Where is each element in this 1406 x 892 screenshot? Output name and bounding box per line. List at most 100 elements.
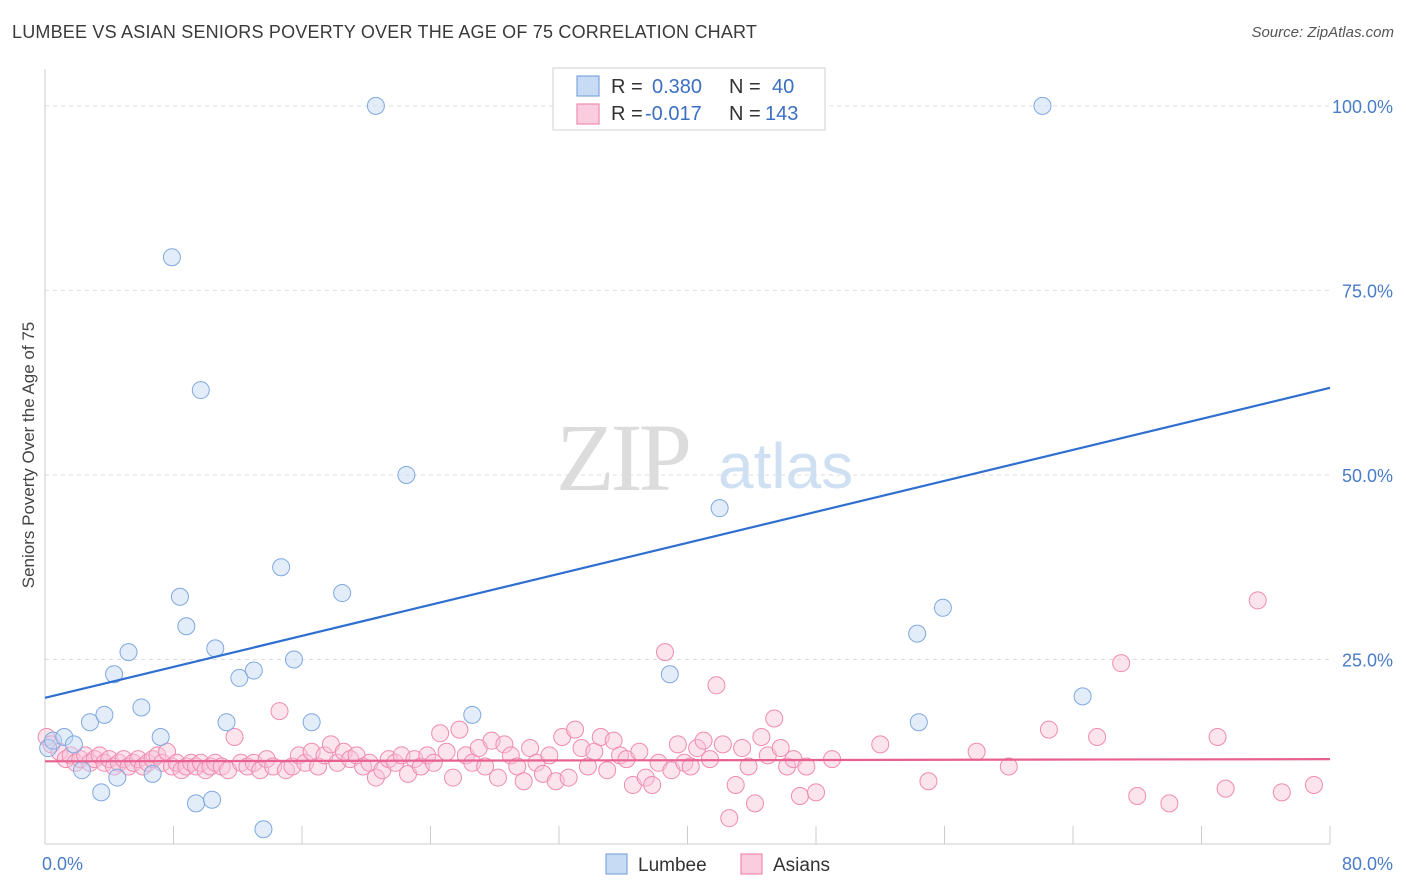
series-legend-swatch-lumbee [605, 853, 628, 875]
asians-point-78 [488, 768, 507, 787]
asians-point-62 [386, 753, 405, 772]
lumbee-point-24 [254, 820, 273, 839]
asians-point-136 [1128, 787, 1147, 806]
asians-point-20 [138, 753, 157, 772]
asians-point-100 [630, 742, 649, 761]
y-tick-labels: 25.0% 50.0% 75.0% 100.0% [1332, 97, 1393, 671]
asians-point-139 [1216, 779, 1235, 798]
legend-r-label-asians: R = [611, 103, 643, 125]
lumbee-point-38 [1033, 96, 1052, 115]
asians-point-140 [1248, 591, 1267, 610]
asians-point-76 [476, 757, 495, 776]
correlation-legend: R = 0.380 N = 40 R = -0.017 N = 143 [552, 67, 826, 131]
asians-point-130 [919, 772, 938, 791]
y-tick-label-1: 50.0% [1342, 466, 1393, 486]
watermark: ZIP atlas [556, 404, 853, 511]
lumbee-point-22 [230, 668, 249, 687]
watermark-zip: ZIP [556, 404, 689, 511]
asians-point-113 [713, 735, 732, 754]
asians-point-11 [95, 753, 114, 772]
asians-point-131 [967, 742, 986, 761]
legend-n-label-lumbee: N = [729, 76, 761, 98]
asians-point-112 [707, 676, 726, 695]
asians-point-121 [765, 709, 784, 728]
asians-point-133 [1039, 720, 1058, 739]
lumbee-point-31 [463, 705, 482, 724]
asians-point-142 [1304, 775, 1323, 794]
lumbee-point-2 [55, 727, 74, 746]
asians-point-122 [771, 739, 790, 758]
lumbee-point-30 [397, 465, 416, 484]
asians-point-72 [450, 720, 469, 739]
asians-point-59 [366, 768, 385, 787]
asians-point-110 [694, 731, 713, 750]
lumbee-point-17 [186, 794, 205, 813]
asians-point-137 [1160, 794, 1179, 813]
asians-point-134 [1088, 727, 1107, 746]
lumbee-point-37 [933, 598, 952, 617]
lumbee-point-26 [284, 650, 303, 669]
legend-swatch-asians [576, 103, 600, 125]
y-tick-label-3: 100.0% [1332, 97, 1393, 117]
asians-point-115 [726, 775, 745, 794]
asians-point-25 [162, 757, 181, 776]
asians-point-117 [739, 757, 758, 776]
source-credit: Source: ZipAtlas.com [1251, 24, 1394, 41]
asians-point-129 [871, 735, 890, 754]
lumbee-point-4 [72, 761, 91, 780]
series-legend: Lumbee Asians [605, 853, 830, 876]
legend-swatch-lumbee [576, 75, 600, 97]
asians-point-70 [437, 742, 456, 761]
asians-point-42 [257, 750, 276, 769]
lumbee-point-3 [64, 735, 83, 754]
asians-point-138 [1208, 727, 1227, 746]
asians-point-29 [182, 753, 201, 772]
lumbee-point-25 [272, 558, 291, 577]
asians-point-9 [85, 750, 104, 769]
asians-point-114 [720, 809, 739, 828]
lumbee-point-5 [80, 713, 99, 732]
legend-n-value-lumbee: 40 [772, 76, 794, 98]
lumbee-point-1 [44, 731, 63, 750]
asians-point-14 [109, 753, 128, 772]
asians-point-37 [225, 727, 244, 746]
asians-point-30 [186, 757, 205, 776]
chart-title: LUMBEE VS ASIAN SENIORS POVERTY OVER THE… [12, 22, 758, 42]
asians-point-89 [559, 768, 578, 787]
asians-point-123 [778, 757, 797, 776]
lumbee-point-14 [162, 248, 181, 267]
asians-point-119 [752, 727, 771, 746]
asians-point-108 [681, 757, 700, 776]
lumbee-point-15 [170, 587, 189, 606]
asians-point-135 [1112, 654, 1131, 673]
asians-point-118 [745, 794, 764, 813]
legend-n-label-asians: N = [729, 103, 761, 125]
asians-point-69 [431, 724, 450, 743]
lumbee-point-28 [333, 584, 352, 603]
asians-point-126 [797, 757, 816, 776]
lumbee-point-33 [660, 665, 679, 684]
series-legend-label-asians: Asians [773, 855, 830, 876]
lumbee-point-27 [302, 713, 321, 732]
x-tick-labels: 0.0% 80.0% [42, 854, 1393, 874]
lumbee-point-39 [1073, 687, 1092, 706]
asians-point-102 [643, 775, 662, 794]
asians-point-132 [999, 757, 1018, 776]
asians-trend-line [44, 758, 1331, 763]
lumbee-point-21 [217, 713, 236, 732]
asians-point-125 [790, 787, 809, 806]
asians-point-44 [270, 702, 289, 721]
lumbee-point-10 [119, 643, 138, 662]
y-tick-label-0: 25.0% [1342, 650, 1393, 670]
lumbee-point-11 [132, 698, 151, 717]
y-tick-label-2: 75.0% [1342, 281, 1393, 301]
asians-point-116 [733, 739, 752, 758]
lumbee-point-16 [177, 617, 196, 636]
legend-r-label-lumbee: R = [611, 76, 643, 98]
lumbee-point-13 [151, 727, 170, 746]
lumbee-point-6 [92, 783, 111, 802]
asians-point-68 [424, 753, 443, 772]
lumbee-point-35 [908, 624, 927, 643]
lumbee-point-36 [909, 713, 928, 732]
